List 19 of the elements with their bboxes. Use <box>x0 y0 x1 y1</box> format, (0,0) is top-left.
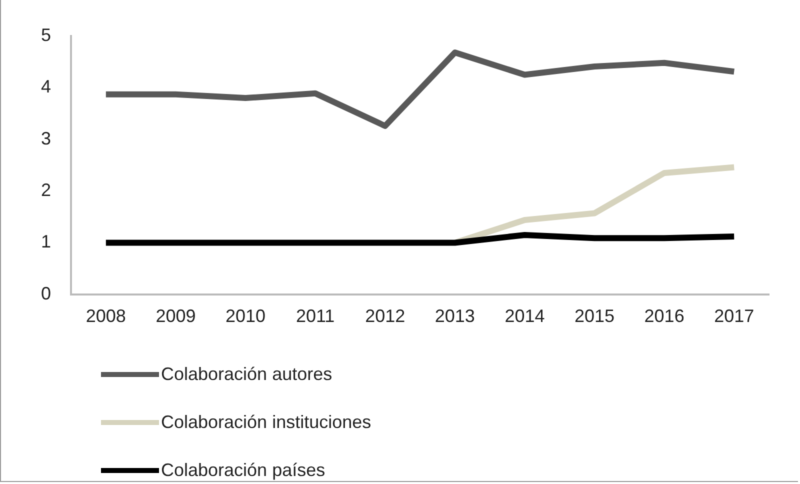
x-tick-label: 2010 <box>225 306 266 326</box>
legend-label: Colaboración autores <box>161 364 332 384</box>
y-tick-label: 0 <box>40 283 52 304</box>
x-tick-label: 2016 <box>644 306 684 326</box>
x-tick-label: 2013 <box>434 306 475 326</box>
x-tick-label: 2015 <box>574 306 615 326</box>
y-tick-label: 4 <box>40 76 52 97</box>
y-tick-label: 5 <box>40 24 52 45</box>
x-tick-label: 2014 <box>504 306 545 326</box>
y-tick-label: 2 <box>40 180 52 200</box>
x-tick-label: 2009 <box>156 306 196 326</box>
x-tick-label: 2011 <box>296 306 335 326</box>
y-tick-label: 3 <box>40 128 52 148</box>
x-tick-label: 2012 <box>365 306 406 326</box>
x-tick-label: 2008 <box>86 306 126 326</box>
legend-label: Colaboración instituciones <box>161 412 372 432</box>
legend-label: Colaboración países <box>161 460 326 480</box>
y-tick-label: 1 <box>40 232 52 252</box>
x-tick-label: 2017 <box>714 306 754 326</box>
